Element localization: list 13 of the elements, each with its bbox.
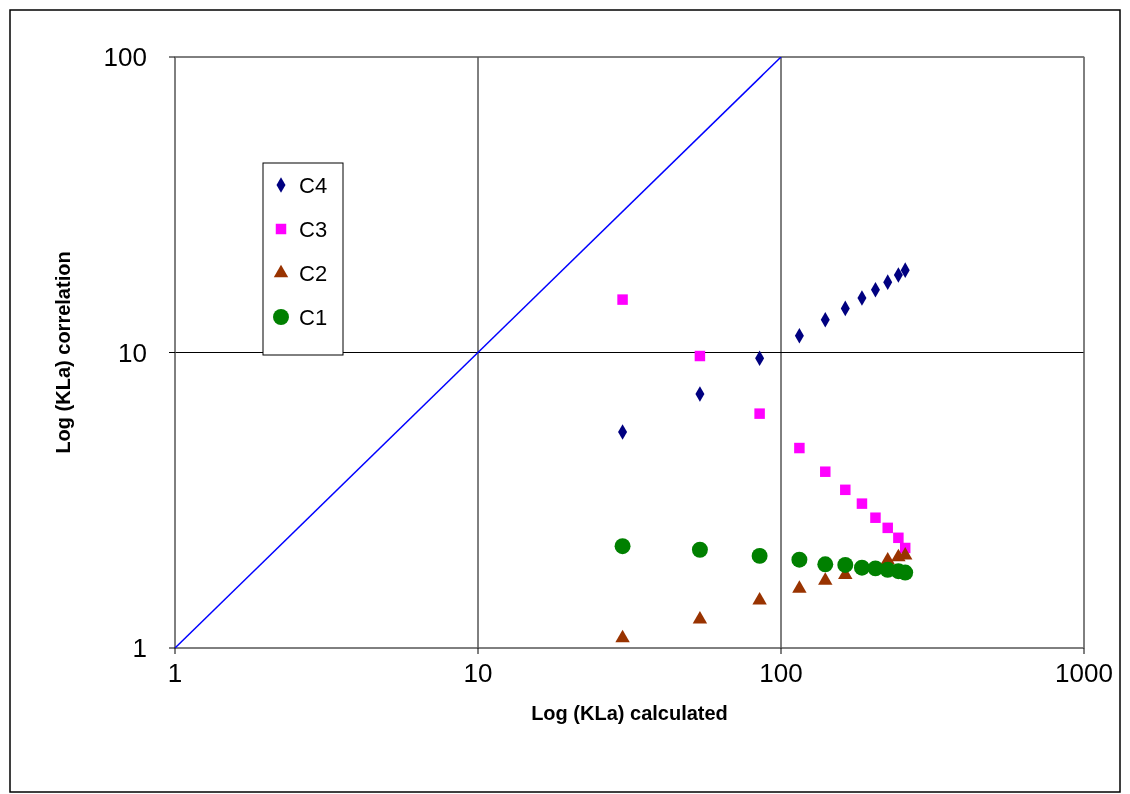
x-tick-label: 10 xyxy=(463,658,493,688)
y-axis-title: Log (KLa) correlation xyxy=(52,251,74,454)
legend-label: C1 xyxy=(299,305,328,330)
y-tick-label: 1 xyxy=(132,633,147,663)
legend-label: C4 xyxy=(299,173,328,198)
x-axis-title: Log (KLa) calculated xyxy=(531,702,728,724)
x-tick-label: 1 xyxy=(167,658,183,688)
y-tick-label: 100 xyxy=(103,42,147,72)
legend-label: C3 xyxy=(299,217,328,242)
x-tick-label: 1000 xyxy=(1055,658,1113,688)
y-tick-label: 10 xyxy=(118,337,147,368)
legend-label: C2 xyxy=(299,261,328,286)
x-tick-label: 100 xyxy=(759,658,803,688)
